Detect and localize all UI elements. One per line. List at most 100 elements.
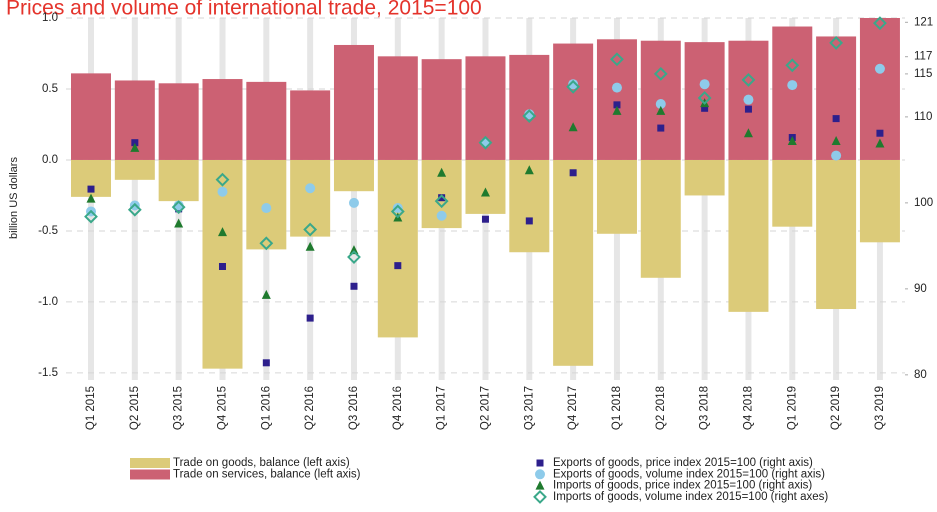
marker (306, 314, 314, 322)
x-tick-label: Q4 2017 (567, 386, 579, 430)
marker (612, 105, 622, 115)
marker (533, 489, 547, 504)
bar (465, 159, 506, 214)
y-tick-label: 0.5 (42, 83, 58, 95)
x-tick-label: Q2 2018 (655, 386, 667, 430)
y-tick-label: 1.0 (42, 12, 58, 24)
marker (699, 79, 710, 90)
marker (743, 128, 753, 138)
x-tick-label: Q2 2019 (830, 386, 842, 430)
marker (611, 82, 622, 93)
marker (875, 138, 885, 148)
marker (349, 245, 359, 255)
bar (158, 83, 199, 160)
marker (566, 79, 581, 94)
x-tick-label: Q2 2015 (129, 386, 141, 430)
bar (772, 159, 813, 227)
marker (434, 194, 449, 209)
marker (218, 262, 226, 270)
bar (509, 159, 550, 253)
marker (392, 203, 403, 214)
marker (436, 210, 447, 221)
bar (333, 44, 374, 160)
marker (394, 262, 402, 270)
x-tick-label: Q4 2016 (392, 386, 404, 430)
marker (347, 250, 361, 264)
bar (246, 81, 287, 160)
x-tick-label: Q1 2019 (786, 386, 798, 430)
marker (829, 36, 844, 50)
marker (261, 289, 271, 299)
marker (481, 215, 489, 223)
x-tick-label: Q4 2018 (742, 386, 754, 430)
marker (86, 193, 96, 203)
marker (832, 115, 840, 123)
legend-label: Trade on goods, balance (left axis) (173, 457, 350, 469)
bar (553, 159, 594, 366)
y-tick-label: 0.0 (42, 154, 58, 166)
bar (71, 73, 111, 160)
x-tick-label: Q3 2019 (874, 386, 886, 430)
marker (653, 66, 668, 81)
marker (535, 480, 545, 490)
bar (640, 159, 681, 278)
bar (377, 56, 418, 160)
chart-title: Prices and volume of international trade… (6, 0, 482, 20)
marker (874, 63, 885, 74)
marker (831, 150, 842, 161)
marker (437, 167, 447, 177)
y-tick-label: -0.5 (38, 225, 58, 237)
marker (787, 135, 797, 145)
marker (522, 109, 537, 123)
marker (217, 186, 228, 197)
bar (421, 59, 462, 160)
marker (87, 185, 95, 193)
marker (348, 197, 359, 208)
x-tick-label: Q2 2017 (480, 386, 492, 430)
legend-label: Trade on services, balance (left axis) (173, 469, 361, 481)
marker (480, 137, 491, 148)
bar (202, 79, 243, 160)
legend-label: Exports of goods, volume index 2015=100 … (553, 468, 825, 480)
bar (859, 159, 900, 243)
x-tick-label: Q1 2015 (85, 386, 97, 430)
y2-tick-label: 117 (914, 51, 932, 63)
x-tick-label: Q1 2017 (436, 386, 448, 430)
x-tick-label: Q1 2018 (611, 386, 623, 430)
marker (171, 200, 186, 215)
bar (333, 159, 374, 192)
marker (873, 16, 887, 31)
legend-swatch (130, 458, 170, 468)
y2-tick-label: 80 (914, 369, 927, 381)
marker (525, 217, 533, 225)
bar (114, 159, 155, 180)
bar (684, 159, 725, 196)
bar (553, 43, 594, 160)
marker (305, 183, 316, 194)
marker (741, 72, 756, 87)
legend-label: Imports of goods, volume index 2015=100 … (553, 491, 828, 503)
marker (262, 359, 270, 367)
marker (174, 218, 184, 228)
marker (743, 94, 754, 105)
marker (390, 204, 405, 219)
marker (876, 129, 884, 137)
y-tick-label: -1.5 (38, 367, 58, 379)
x-tick-label: Q4 2015 (217, 386, 229, 430)
x-tick-label: Q3 2015 (173, 386, 185, 430)
x-tick-label: Q3 2018 (699, 386, 711, 430)
marker (303, 222, 318, 237)
y2-tick-label: 90 (914, 283, 927, 295)
marker (215, 172, 230, 187)
marker (787, 80, 798, 91)
marker (259, 236, 274, 251)
marker (656, 105, 666, 115)
marker (697, 91, 712, 105)
marker (657, 124, 665, 132)
marker (569, 169, 577, 177)
marker (785, 58, 800, 73)
marker (744, 105, 752, 113)
marker (480, 187, 490, 197)
legend-label: Imports of goods, price index 2015=100 (… (553, 480, 812, 492)
